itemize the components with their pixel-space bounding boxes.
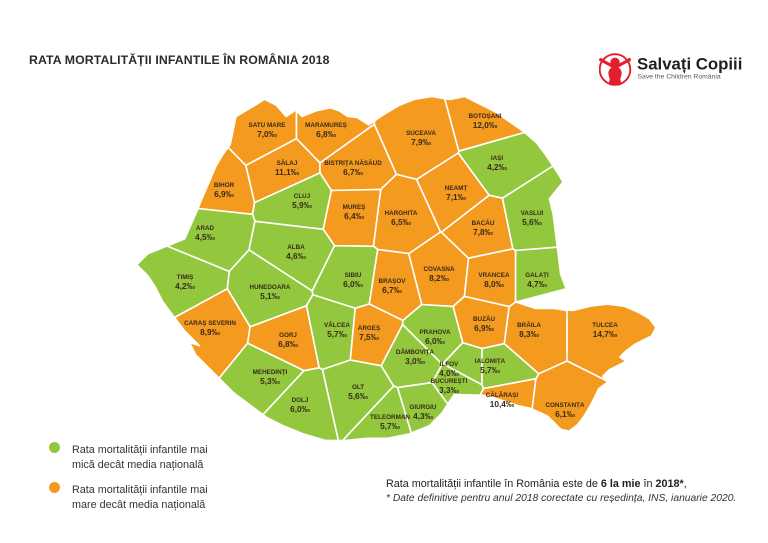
svg-text:7,0‰: 7,0‰ [257, 129, 278, 139]
svg-text:6,0‰: 6,0‰ [290, 404, 311, 414]
svg-text:7,5‰: 7,5‰ [359, 332, 380, 342]
svg-text:MEHEDINȚI: MEHEDINȚI [253, 369, 288, 376]
svg-text:HUNEDOARA: HUNEDOARA [250, 284, 291, 291]
svg-text:5,7‰: 5,7‰ [327, 329, 348, 339]
svg-text:TIMIȘ: TIMIȘ [177, 274, 194, 281]
svg-text:7,1‰: 7,1‰ [446, 192, 467, 202]
svg-text:14,7‰: 14,7‰ [593, 329, 618, 339]
svg-text:6,0‰: 6,0‰ [425, 336, 446, 346]
svg-text:6,4‰: 6,4‰ [344, 211, 365, 221]
svg-text:4,3‰: 4,3‰ [413, 411, 434, 421]
svg-text:GALAȚI: GALAȚI [525, 272, 549, 279]
svg-text:BUZĂU: BUZĂU [473, 314, 495, 323]
svg-text:CLUJ: CLUJ [294, 193, 311, 200]
svg-text:6,1‰: 6,1‰ [555, 409, 576, 419]
svg-text:3,3‰: 3,3‰ [439, 385, 460, 395]
svg-text:GIURGIU: GIURGIU [410, 404, 437, 411]
svg-text:SIBIU: SIBIU [345, 272, 362, 279]
svg-text:MUREȘ: MUREȘ [343, 204, 366, 211]
svg-text:6,9‰: 6,9‰ [474, 323, 495, 333]
svg-text:OLT: OLT [352, 384, 364, 391]
svg-text:DOLJ: DOLJ [292, 397, 309, 404]
svg-text:4,2‰: 4,2‰ [487, 162, 508, 172]
svg-text:6,8‰: 6,8‰ [278, 339, 299, 349]
svg-text:5,7‰: 5,7‰ [380, 421, 401, 431]
svg-text:BACĂU: BACĂU [472, 218, 495, 227]
svg-text:8,2‰: 8,2‰ [429, 273, 450, 283]
svg-text:ARGEȘ: ARGEȘ [358, 325, 380, 332]
svg-text:6,0‰: 6,0‰ [343, 279, 364, 289]
svg-text:BRĂILA: BRĂILA [517, 320, 541, 329]
svg-text:12,0‰: 12,0‰ [473, 120, 498, 130]
svg-text:6,7‰: 6,7‰ [343, 167, 364, 177]
svg-text:BRAȘOV: BRAȘOV [379, 278, 407, 285]
svg-text:6,8‰: 6,8‰ [316, 129, 337, 139]
svg-text:4,2‰: 4,2‰ [175, 281, 196, 291]
svg-text:8,9‰: 8,9‰ [200, 327, 221, 337]
svg-text:8,0‰: 8,0‰ [484, 279, 505, 289]
svg-text:VÂLCEA: VÂLCEA [324, 320, 350, 329]
svg-text:8,3‰: 8,3‰ [519, 329, 540, 339]
svg-text:IAȘI: IAȘI [491, 155, 503, 162]
svg-text:PRAHOVA: PRAHOVA [419, 329, 450, 336]
svg-text:CARAȘ SEVERIN: CARAȘ SEVERIN [184, 320, 236, 327]
svg-text:6,7‰: 6,7‰ [382, 285, 403, 295]
svg-text:BOTOȘANI: BOTOȘANI [468, 113, 501, 120]
svg-text:4,6‰: 4,6‰ [286, 251, 307, 261]
svg-text:GORJ: GORJ [279, 332, 297, 339]
svg-text:7,9‰: 7,9‰ [411, 137, 432, 147]
svg-text:BIHOR: BIHOR [214, 182, 235, 189]
svg-text:5,6‰: 5,6‰ [522, 217, 543, 227]
svg-text:DÂMBOVIȚA: DÂMBOVIȚA [396, 347, 435, 356]
svg-text:6,9‰: 6,9‰ [214, 189, 235, 199]
svg-text:COVASNA: COVASNA [423, 266, 454, 273]
svg-text:TELEORMAN: TELEORMAN [370, 414, 410, 421]
svg-text:HARGHITA: HARGHITA [385, 210, 418, 217]
svg-text:BISTRIȚA NĂSĂUD: BISTRIȚA NĂSĂUD [324, 158, 382, 167]
svg-text:4,5‰: 4,5‰ [195, 232, 216, 242]
svg-text:SUCEAVA: SUCEAVA [406, 130, 436, 137]
svg-text:10,4‰: 10,4‰ [490, 399, 515, 409]
svg-text:NEAMȚ: NEAMȚ [445, 185, 468, 192]
svg-text:5,1‰: 5,1‰ [260, 291, 281, 301]
svg-text:ARAD: ARAD [196, 225, 215, 232]
svg-text:4,0‰: 4,0‰ [439, 368, 460, 378]
svg-text:CONSTANȚA: CONSTANȚA [545, 402, 585, 409]
svg-text:7,8‰: 7,8‰ [473, 227, 494, 237]
svg-text:SATU MARE: SATU MARE [249, 122, 286, 129]
svg-text:ILFOV: ILFOV [440, 361, 459, 368]
svg-text:BUCUREȘTI: BUCUREȘTI [431, 378, 468, 385]
svg-text:5,6‰: 5,6‰ [348, 391, 369, 401]
svg-text:11,1‰: 11,1‰ [275, 167, 300, 177]
svg-text:CĂLĂRAȘI: CĂLĂRAȘI [486, 390, 519, 399]
svg-text:MARAMUREȘ: MARAMUREȘ [305, 122, 347, 129]
svg-text:4,7‰: 4,7‰ [527, 279, 548, 289]
svg-text:TULCEA: TULCEA [592, 322, 618, 329]
svg-text:VASLUI: VASLUI [521, 210, 544, 217]
svg-text:VRANCEA: VRANCEA [478, 272, 510, 279]
svg-text:ALBA: ALBA [287, 244, 305, 251]
svg-text:5,3‰: 5,3‰ [260, 376, 281, 386]
svg-text:SĂLAJ: SĂLAJ [277, 158, 298, 167]
svg-text:3,0‰: 3,0‰ [405, 356, 426, 366]
svg-text:5,7‰: 5,7‰ [480, 365, 501, 375]
svg-text:5,9‰: 5,9‰ [292, 200, 313, 210]
svg-text:IALOMIȚA: IALOMIȚA [475, 358, 506, 365]
svg-text:6,5‰: 6,5‰ [391, 217, 412, 227]
